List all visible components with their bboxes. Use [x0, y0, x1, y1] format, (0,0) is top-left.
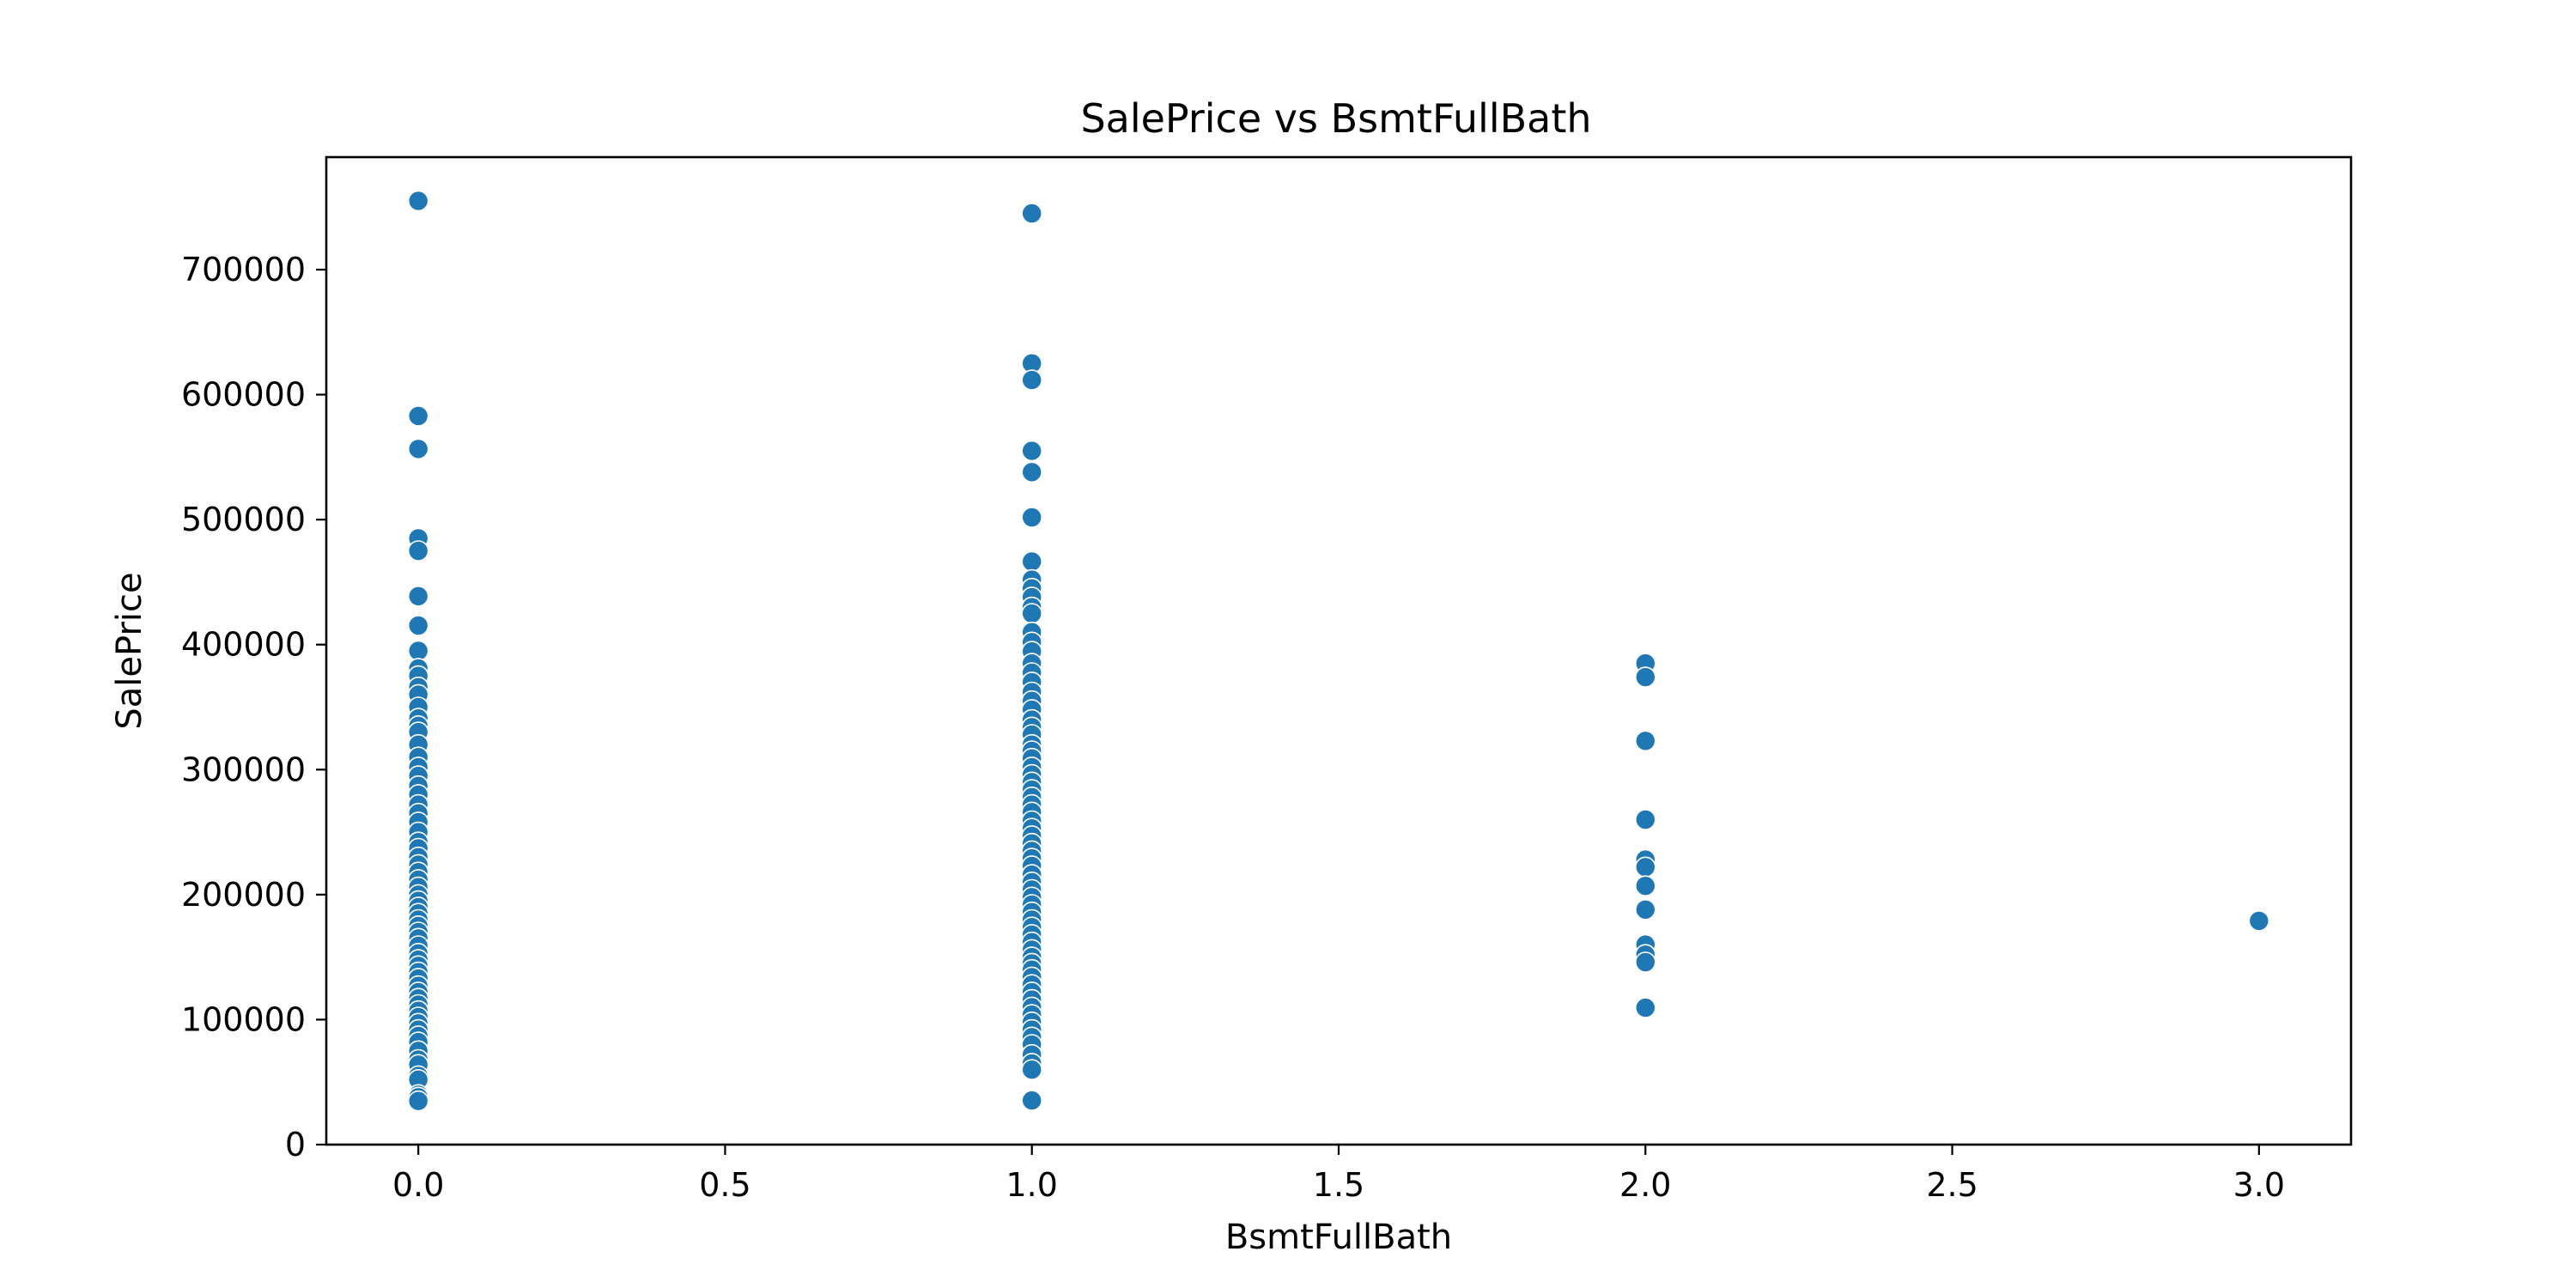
x-tick-label: 0.0: [392, 1166, 444, 1204]
data-point: [1635, 997, 1656, 1018]
data-point: [1021, 203, 1042, 224]
x-tick-label: 2.5: [1926, 1166, 1978, 1204]
data-point: [407, 540, 429, 562]
data-point: [1635, 809, 1656, 830]
x-axis: 0.0 0.5 1.0 1.5 2.0 2.5 3.0: [392, 1145, 2285, 1204]
data-point: [1021, 1090, 1042, 1111]
chart-title: SalePrice vs BsmtFullBath: [1080, 95, 1591, 142]
data-point: [1021, 461, 1042, 483]
data-point: [1635, 899, 1656, 920]
data-points: [407, 190, 2270, 1112]
data-point: [407, 615, 429, 636]
data-point: [1635, 951, 1656, 973]
y-tick-label: 700000: [181, 251, 306, 289]
y-tick-label: 600000: [181, 376, 306, 414]
data-point: [407, 640, 429, 662]
x-tick-label: 1.5: [1313, 1166, 1364, 1204]
y-axis-label: SalePrice: [110, 572, 149, 729]
data-point: [2248, 910, 2270, 932]
x-tick-label: 3.0: [2233, 1166, 2285, 1204]
data-point: [1021, 369, 1042, 391]
y-tick-label: 300000: [181, 750, 306, 788]
y-tick-label: 400000: [181, 626, 306, 664]
data-point: [407, 438, 429, 460]
data-point: [407, 405, 429, 427]
x-tick-label: 1.0: [1006, 1166, 1058, 1204]
data-point: [1021, 603, 1042, 624]
y-tick-label: 500000: [181, 501, 306, 538]
data-point: [1635, 666, 1656, 688]
data-point: [1635, 875, 1656, 896]
y-tick-label: 200000: [181, 876, 306, 914]
y-tick-label: 0: [285, 1126, 306, 1163]
data-point: [407, 1090, 429, 1112]
y-tick-label: 100000: [181, 1000, 306, 1038]
x-tick-label: 0.5: [699, 1166, 750, 1204]
data-point: [1021, 507, 1042, 528]
data-point: [1635, 730, 1656, 752]
data-point: [1021, 1059, 1042, 1080]
y-axis: 0 100000 200000 300000 400000 500000 600000 700…: [181, 251, 326, 1163]
x-axis-label: BsmtFullBath: [1225, 1218, 1452, 1257]
data-point: [407, 190, 429, 212]
data-point: [1635, 856, 1656, 878]
data-point: [407, 585, 429, 607]
x-tick-label: 2.0: [1619, 1166, 1671, 1204]
data-point: [1021, 440, 1042, 462]
data-point: [1021, 550, 1042, 573]
